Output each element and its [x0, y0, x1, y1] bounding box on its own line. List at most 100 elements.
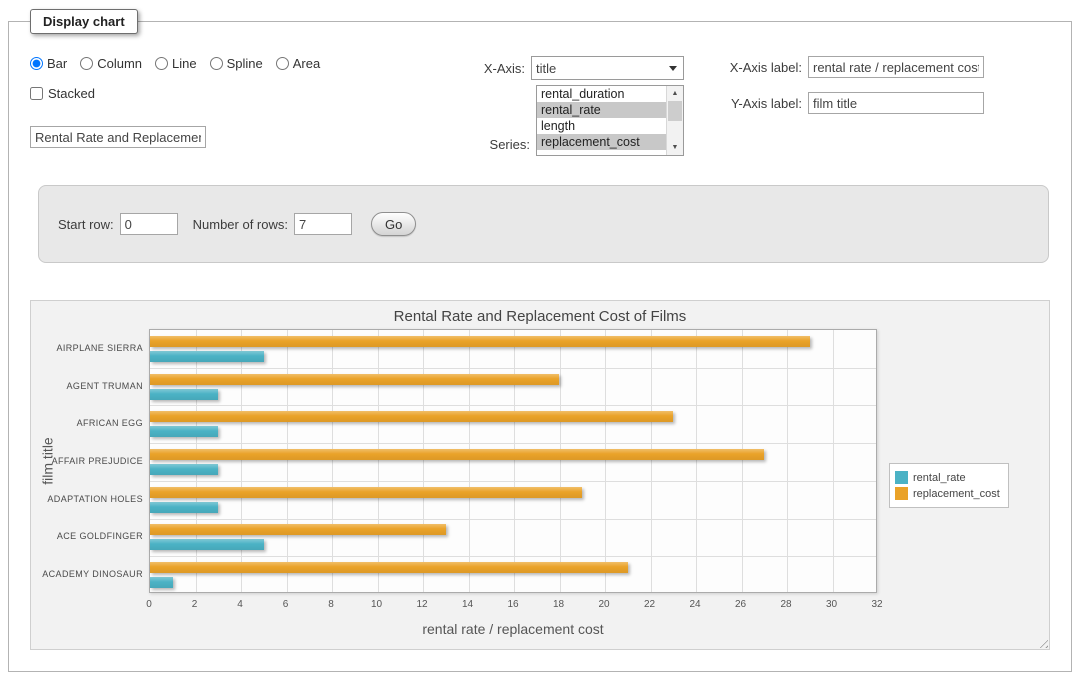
gridline	[150, 405, 876, 406]
x-tick-label: 16	[493, 599, 533, 610]
bar-replacement_cost	[150, 524, 446, 535]
gridline	[651, 330, 652, 592]
legend-item: replacement_cost	[895, 487, 1000, 500]
series-scrollbar[interactable]: ▲ ▼	[666, 86, 683, 155]
gridline	[378, 330, 379, 592]
chart-type-radio-4[interactable]	[276, 57, 289, 70]
bar-replacement_cost	[150, 374, 559, 385]
x-tick-label: 10	[357, 599, 397, 610]
series-option-length[interactable]: length	[537, 118, 666, 134]
x-axis-title: rental rate / replacement cost	[149, 621, 877, 637]
gridline	[150, 443, 876, 444]
legend-label: rental_rate	[913, 472, 966, 484]
chart-type-radio-3[interactable]	[210, 57, 223, 70]
start-row-label: Start row:	[58, 217, 114, 232]
gridline	[696, 330, 697, 592]
y-category-label: ACADEMY DINOSAUR	[31, 568, 143, 580]
x-axis-label-input[interactable]	[808, 56, 984, 78]
bar-rental_rate	[150, 426, 218, 437]
number-of-rows-label: Number of rows:	[193, 217, 288, 232]
go-button[interactable]: Go	[371, 212, 416, 236]
y-axis-label-field: Y-Axis label:	[699, 92, 984, 114]
series-option-rental_duration[interactable]: rental_duration	[537, 86, 666, 102]
chart-type-radio-2[interactable]	[155, 57, 168, 70]
series-option-rental_rate[interactable]: rental_rate	[537, 102, 666, 118]
start-row-input[interactable]	[120, 213, 178, 235]
gridline	[241, 330, 242, 592]
bar-rental_rate	[150, 502, 218, 513]
chart-type-option-spline[interactable]: Spline	[210, 56, 263, 71]
chart-type-option-bar[interactable]: Bar	[30, 56, 67, 71]
chart-type-label: Spline	[227, 56, 263, 71]
scrollbar-up-icon[interactable]: ▲	[667, 86, 683, 101]
x-axis-select[interactable]: title	[531, 56, 684, 80]
x-tick-label: 4	[220, 599, 260, 610]
series-listbox-options: rental_durationrental_ratelengthreplacem…	[537, 86, 666, 150]
x-tick-label: 6	[266, 599, 306, 610]
chart-title: Rental Rate and Replacement Cost of Film…	[31, 308, 1049, 325]
chart-type-label: Line	[172, 56, 197, 71]
x-tick-label: 32	[857, 599, 897, 610]
scrollbar-down-icon[interactable]: ▼	[667, 140, 683, 155]
x-tick-label: 8	[311, 599, 351, 610]
x-tick-label: 14	[448, 599, 488, 610]
display-chart-legend: Display chart	[30, 9, 138, 34]
series-field: Series: rental_durationrental_ratelength…	[309, 85, 684, 156]
bar-replacement_cost	[150, 411, 673, 422]
number-of-rows-input[interactable]	[294, 213, 352, 235]
bar-rental_rate	[150, 464, 218, 475]
series-option-replacement_cost[interactable]: replacement_cost	[537, 134, 666, 150]
x-tick-label: 12	[402, 599, 442, 610]
chart-panel: Rental Rate and Replacement Cost of Film…	[30, 300, 1050, 650]
y-category-label: AFRICAN EGG	[31, 417, 143, 429]
bar-rental_rate	[150, 389, 218, 400]
x-tick-label: 0	[129, 599, 169, 610]
gridline	[150, 481, 876, 482]
chart-type-radio-1[interactable]	[80, 57, 93, 70]
x-tick-label: 2	[175, 599, 215, 610]
x-axis-field-label: X-Axis:	[484, 61, 525, 76]
gridline	[287, 330, 288, 592]
stacked-checkbox[interactable]	[30, 87, 43, 100]
gridline	[150, 368, 876, 369]
x-axis-label-field: X-Axis label:	[699, 56, 984, 78]
y-axis-label-input[interactable]	[808, 92, 984, 114]
chart-legend: rental_rate replacement_cost	[889, 463, 1009, 508]
legend-label: replacement_cost	[913, 488, 1000, 500]
gridline	[787, 330, 788, 592]
chart-type-label: Bar	[47, 56, 67, 71]
x-tick-label: 20	[584, 599, 624, 610]
gridline	[469, 330, 470, 592]
gridline	[514, 330, 515, 592]
bar-rental_rate	[150, 577, 173, 588]
series-listbox[interactable]: rental_durationrental_ratelengthreplacem…	[536, 85, 684, 156]
stacked-option[interactable]: Stacked	[30, 86, 95, 101]
x-tick-label: 18	[539, 599, 579, 610]
gridline	[423, 330, 424, 592]
chart-type-option-column[interactable]: Column	[80, 56, 142, 71]
stacked-label: Stacked	[48, 86, 95, 101]
chart-type-radio-0[interactable]	[30, 57, 43, 70]
series-field-label: Series:	[490, 137, 530, 152]
x-axis-field: X-Axis: title	[309, 56, 684, 80]
gridline	[560, 330, 561, 592]
gridline	[742, 330, 743, 592]
chart-title-input[interactable]	[30, 126, 206, 148]
y-category-label: AGENT TRUMAN	[31, 380, 143, 392]
x-tick-label: 22	[630, 599, 670, 610]
gridline	[196, 330, 197, 592]
gridline	[332, 330, 333, 592]
chart-type-label: Column	[97, 56, 142, 71]
legend-item: rental_rate	[895, 471, 1000, 484]
chart-type-option-line[interactable]: Line	[155, 56, 197, 71]
bar-rental_rate	[150, 351, 264, 362]
gridline	[833, 330, 834, 592]
legend-swatch	[895, 487, 908, 500]
x-tick-label: 28	[766, 599, 806, 610]
y-category-label: ACE GOLDFINGER	[31, 530, 143, 542]
plot-area	[149, 329, 877, 593]
scrollbar-thumb[interactable]	[668, 101, 682, 121]
display-chart-fieldset: Display chart Bar Column Line Spline Are…	[8, 21, 1072, 672]
resize-handle-icon[interactable]	[1036, 636, 1048, 648]
bar-replacement_cost	[150, 449, 764, 460]
